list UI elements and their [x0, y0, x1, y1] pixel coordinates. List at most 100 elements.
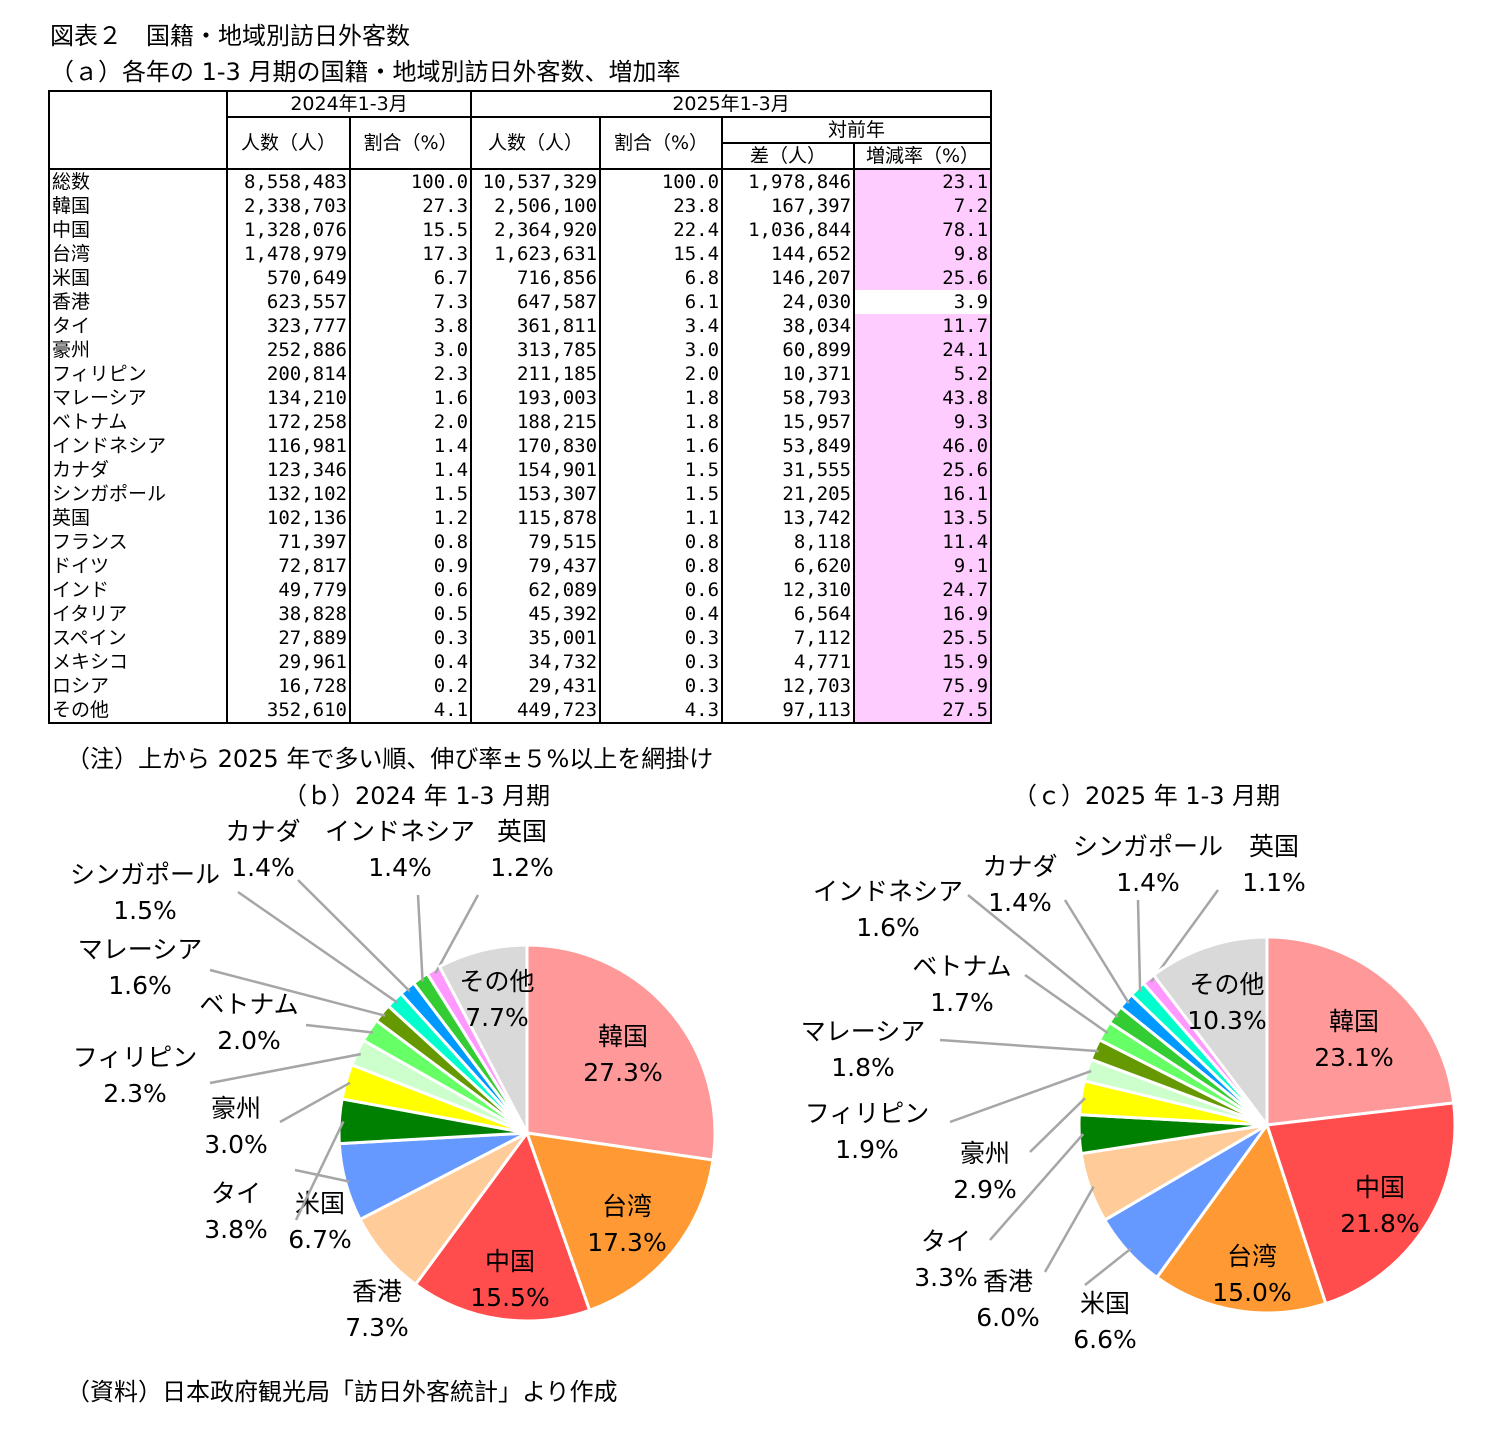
header-share-2025: 割合（%）	[599, 116, 724, 170]
slice-label: 中国	[1355, 1173, 1405, 1202]
header-rate: 増減率（%）	[853, 142, 993, 170]
leader-line	[294, 1120, 345, 1221]
cell-p2024: 71,397	[226, 530, 351, 554]
cell-name: 米国	[48, 266, 228, 290]
slice-label: シンガポール	[70, 860, 220, 889]
slice-label: マレーシア	[78, 935, 203, 964]
slice-percent: 6.7%	[288, 1225, 352, 1254]
slice-label: 米国	[295, 1189, 345, 1218]
cell-rate: 25.6	[853, 458, 993, 482]
slice-label: 豪州	[960, 1139, 1010, 1168]
cell-p2025: 154,901	[470, 458, 602, 482]
cell-name: 豪州	[48, 338, 228, 362]
cell-p2025: 2,364,920	[470, 218, 602, 242]
leader-line	[1136, 899, 1142, 992]
leader-line	[237, 890, 399, 1004]
header-2024: 2024年1-3月	[225, 90, 473, 118]
cell-diff: 12,310	[721, 578, 856, 602]
cell-p2024: 132,102	[226, 482, 351, 506]
cell-s2024: 4.1	[348, 698, 473, 724]
cell-diff: 1,036,844	[721, 218, 856, 242]
table-row: フランス 71,397 0.8 79,515 0.8 8,118 11.4	[48, 530, 993, 554]
cell-s2025: 2.0	[599, 362, 724, 386]
slice-percent: 21.8%	[1340, 1209, 1419, 1238]
cell-s2025: 0.8	[599, 530, 724, 554]
cell-diff: 1,978,846	[721, 169, 856, 194]
table-row: 中国 1,328,076 15.5 2,364,920 22.4 1,036,844 78.…	[48, 218, 993, 242]
cell-rate: 78.1	[853, 218, 993, 242]
table-row: タイ 323,777 3.8 361,811 3.4 38,034 11.7	[48, 314, 993, 338]
cell-name: 韓国	[48, 194, 228, 218]
header-share-2024: 割合（%）	[348, 116, 473, 170]
cell-p2024: 172,258	[226, 410, 351, 434]
cell-diff: 13,742	[721, 506, 856, 530]
slice-label: 台湾	[602, 1192, 652, 1221]
slice-percent: 3.8%	[204, 1215, 268, 1244]
slice-percent: 1.4%	[368, 853, 432, 882]
cell-rate: 9.1	[853, 554, 993, 578]
cell-p2025: 193,003	[470, 386, 602, 410]
cell-s2025: 0.6	[599, 578, 724, 602]
cell-s2025: 1.5	[599, 458, 724, 482]
table-row: ドイツ 72,817 0.9 79,437 0.8 6,620 9.1	[48, 554, 993, 578]
slice-percent: 1.4%	[231, 853, 295, 882]
cell-p2024: 2,338,703	[226, 194, 351, 218]
leader-line	[305, 1023, 374, 1034]
leader-line	[1063, 899, 1130, 1005]
figure-title: 図表２ 国籍・地域別訪日外客数	[50, 22, 410, 50]
slice-percent: 2.3%	[103, 1079, 167, 1108]
cell-p2024: 323,777	[226, 314, 351, 338]
cell-p2024: 1,328,076	[226, 218, 351, 242]
cell-name: フィリピン	[48, 362, 228, 386]
slice-percent: 1.6%	[108, 971, 172, 1000]
slice-percent: 6.6%	[1073, 1325, 1137, 1354]
cell-p2025: 29,431	[470, 674, 602, 698]
leader-line	[1043, 1185, 1095, 1273]
cell-s2024: 2.3	[348, 362, 473, 386]
cell-diff: 97,113	[721, 698, 856, 724]
cell-s2024: 6.7	[348, 266, 473, 290]
slice-label: フィリピン	[73, 1043, 198, 1072]
table-row: スペイン 27,889 0.3 35,001 0.3 7,112 25.5	[48, 626, 993, 650]
pie-slice	[524, 1131, 715, 1313]
slice-percent: 1.2%	[490, 853, 554, 882]
leader-line	[1024, 973, 1109, 1035]
table-row: マレーシア 134,210 1.6 193,003 1.8 58,793 43.8	[48, 386, 993, 410]
cell-p2025: 361,811	[470, 314, 602, 338]
leader-line	[209, 968, 386, 1017]
leader-line	[989, 1133, 1085, 1241]
cell-name: ベトナム	[48, 410, 228, 434]
cell-p2025: 153,307	[470, 482, 602, 506]
cell-s2025: 4.3	[599, 698, 724, 724]
cell-rate: 9.8	[853, 242, 993, 266]
cell-s2025: 1.6	[599, 434, 724, 458]
table-row: カナダ 123,346 1.4 154,901 1.5 31,555 25.6	[48, 458, 993, 482]
cell-name: メキシコ	[48, 650, 228, 674]
leader-line	[1149, 889, 1220, 983]
cell-diff: 60,899	[721, 338, 856, 362]
cell-rate: 27.5	[853, 698, 993, 724]
pie-slice	[413, 1129, 592, 1323]
cell-rate: 25.5	[853, 626, 993, 650]
cell-p2024: 200,814	[226, 362, 351, 386]
leader-line	[1084, 1247, 1132, 1286]
cell-s2025: 22.4	[599, 218, 724, 242]
leader-line	[434, 894, 480, 975]
table-row: イタリア 38,828 0.5 45,392 0.4 6,564 16.9	[48, 602, 993, 626]
cell-diff: 24,030	[721, 290, 856, 314]
slice-label: 中国	[485, 1247, 535, 1276]
cell-s2025: 1.8	[599, 386, 724, 410]
cell-diff: 6,564	[721, 602, 856, 626]
table-row: ベトナム 172,258 2.0 188,215 1.8 15,957 9.3	[48, 410, 993, 434]
visitor-table: 2024年1-3月 2025年1-3月 人数（人） 割合（%） 人数（人） 割合…	[48, 90, 993, 724]
header-people-2025: 人数（人）	[470, 116, 602, 170]
source-note: （資料）日本政府観光局「訪日外客統計」より作成	[66, 1378, 618, 1406]
cell-rate: 16.9	[853, 602, 993, 626]
cell-diff: 8,118	[721, 530, 856, 554]
cell-s2025: 0.8	[599, 554, 724, 578]
cell-s2024: 1.2	[348, 506, 473, 530]
cell-rate: 23.1	[853, 169, 993, 194]
pie-slice	[1151, 935, 1269, 1130]
slice-label: インドネシア	[325, 817, 475, 846]
